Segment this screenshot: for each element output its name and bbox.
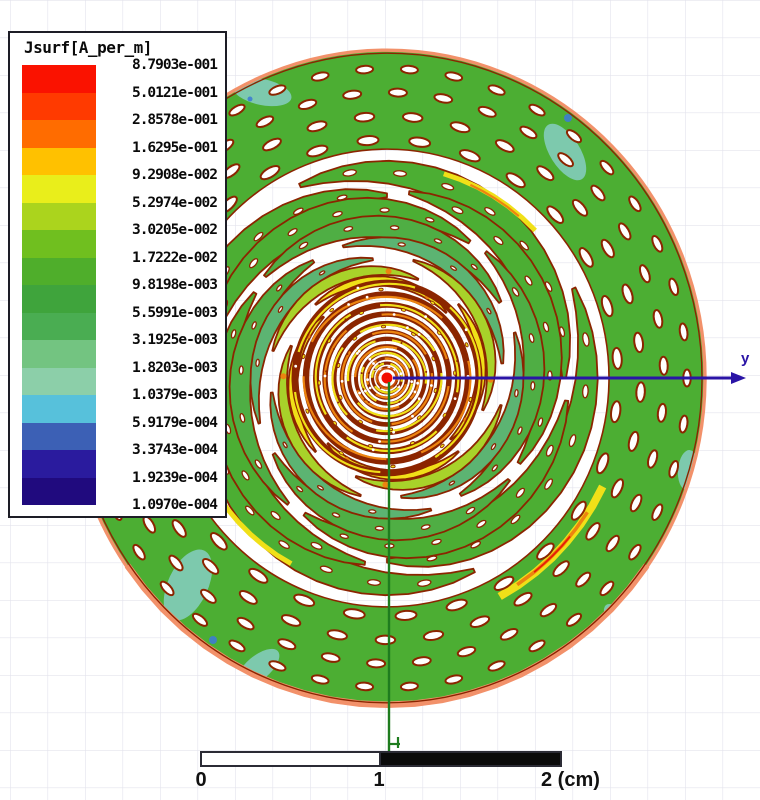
legend-color-band [22,477,96,505]
legend-level: 1.0970e-004 [131,497,218,513]
legend-color-band [22,450,96,478]
legend-level: 3.0205e-002 [131,222,218,238]
legend-color-band [22,257,96,285]
legend-color-band [22,175,96,203]
legend-color-band [22,285,96,313]
legend-color-band [22,422,96,450]
legend-color-band [22,340,96,368]
legend-color-band [22,147,96,175]
legend-level: 1.6295e-001 [131,139,218,156]
legend-color-band [22,312,96,340]
legend-level: 2.8578e-001 [131,112,218,128]
legend-level: 1.9239e-004 [131,469,218,486]
legend-color-band [22,65,96,93]
legend-color-band [22,395,96,423]
legend-title: Jsurf[A_per_m] [24,38,152,57]
legend-level: 5.9179e-004 [131,414,218,431]
legend-color-scale [22,65,96,505]
scale-label-2cm: 2 (cm) [541,769,600,791]
legend-level: 9.8198e-003 [131,277,218,293]
legend-level: 1.8203e-003 [131,359,218,376]
legend-level: 8.7903e-001 [131,57,218,73]
legend-panel: Jsurf[A_per_m] 8.7903e-001 5.0121e-001 2.8… [8,31,227,518]
scale-bar-white-segment [200,751,381,767]
legend-level: 5.5991e-003 [131,304,218,321]
legend-color-band [22,120,96,148]
legend-level: 3.1925e-003 [131,332,218,348]
scale-bar-black-segment [379,751,562,767]
legend-level: 1.0379e-003 [131,387,218,403]
antenna-disk [67,48,707,709]
legend-level: 5.2974e-002 [131,194,218,211]
scale-label-0: 0 [195,769,207,791]
legend-level: 9.2908e-002 [131,167,218,183]
legend-color-band [22,230,96,258]
legend-level: 3.3743e-004 [131,442,218,458]
scale-label-1: 1 [373,769,385,791]
legend-color-band [22,92,96,120]
legend-color-band [22,367,96,395]
legend-level: 5.0121e-001 [131,84,218,101]
inner-fractal-rings [291,279,483,477]
coordinate-axes [387,372,746,752]
y-axis-label: y [741,350,750,367]
legend-color-band [22,202,96,230]
legend-level: 1.7222e-002 [131,249,218,266]
